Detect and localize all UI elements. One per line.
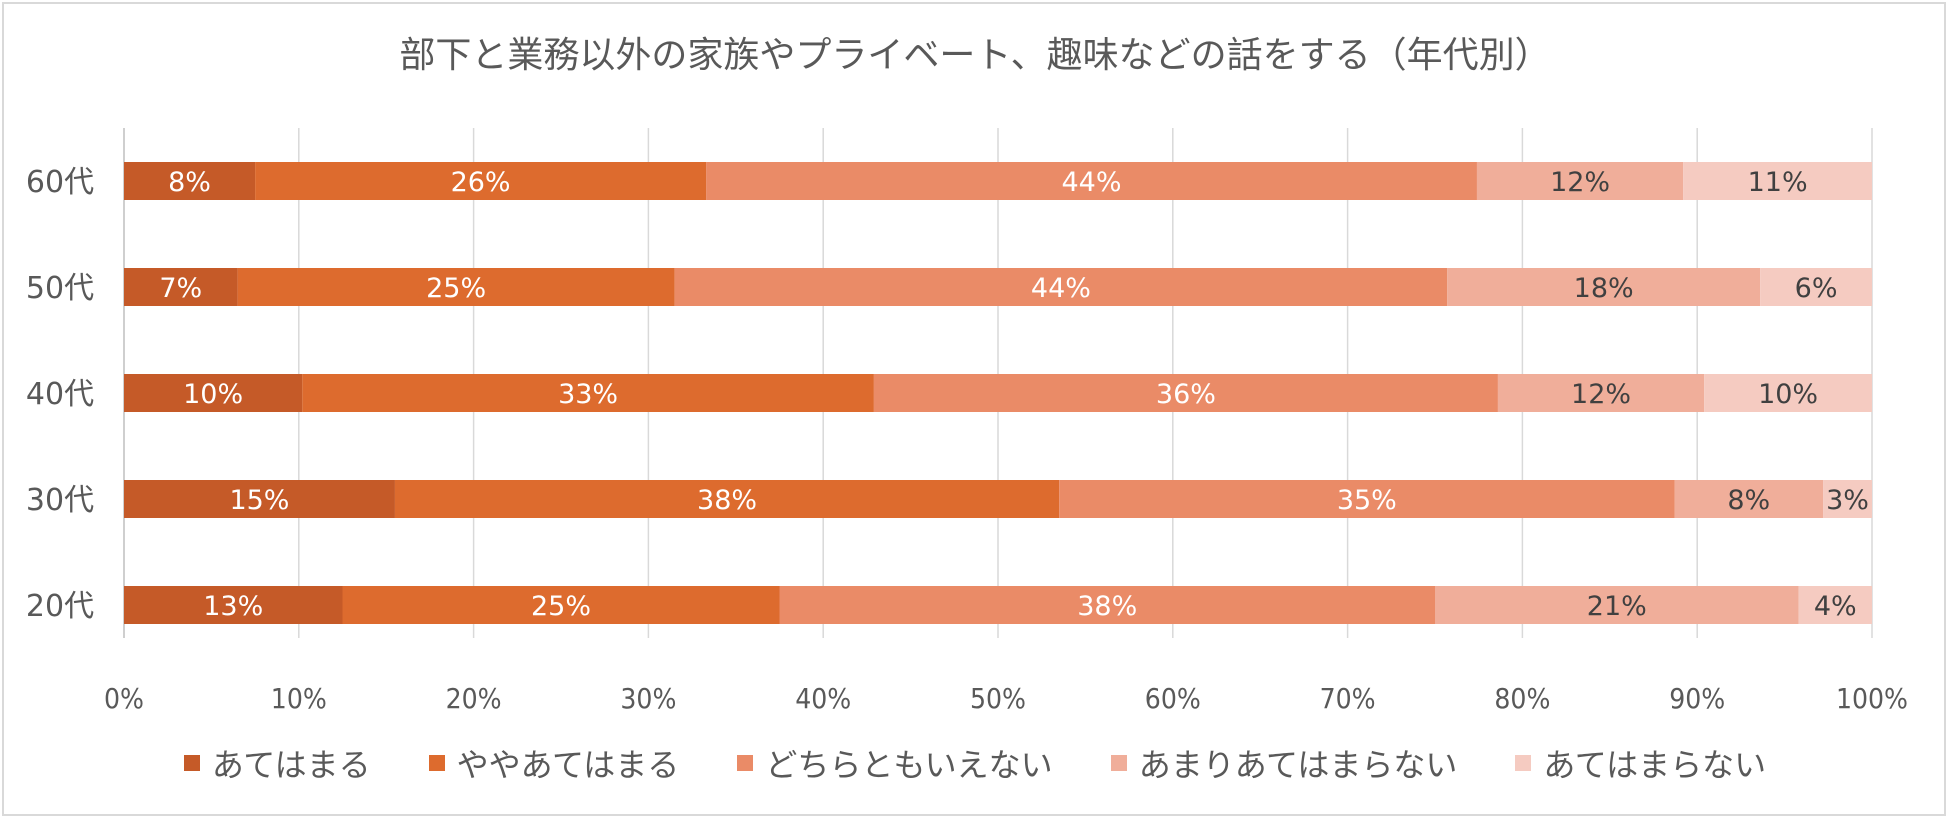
legend-item: ややあてはまる: [428, 740, 680, 786]
bar-segment: [1823, 480, 1872, 518]
data-label: 33%: [558, 379, 618, 410]
bar-segment: [124, 374, 303, 412]
legend-label: あまりあてはまらない: [1138, 746, 1458, 784]
legend-swatch: [737, 755, 754, 771]
category-label: 30代: [26, 483, 94, 518]
data-label: 38%: [697, 485, 757, 516]
data-label: 12%: [1571, 379, 1631, 410]
bar-segment: [255, 162, 707, 200]
legend-swatch: [1515, 755, 1532, 771]
bar-segment: [1704, 374, 1872, 412]
bar-segment: [779, 586, 1435, 624]
legend-label: あてはまる: [211, 746, 371, 784]
x-tick-label: 80%: [1494, 682, 1550, 715]
data-label: 12%: [1550, 167, 1610, 198]
data-label: 25%: [531, 591, 591, 622]
bar-segment: [124, 480, 395, 518]
category-label: 20代: [26, 589, 94, 624]
bar-segment: [1476, 162, 1684, 200]
bar-segment: [237, 268, 675, 306]
data-label: 38%: [1077, 591, 1137, 622]
data-label: 3%: [1826, 485, 1869, 516]
bar-segment: [674, 268, 1448, 306]
data-label: 21%: [1587, 591, 1647, 622]
legend-swatch: [428, 755, 445, 771]
chart-title: 部下と業務以外の家族やプライベート、趣味などの話をする（年代別）: [399, 35, 1551, 76]
x-tick-label: 40%: [795, 682, 851, 715]
legend-item: あてはまらない: [1515, 740, 1766, 786]
bar-segment: [394, 480, 1060, 518]
bar-segment: [342, 586, 780, 624]
chart-legend: あてはまる ややあてはまる どちらともいえない あまりあてはまらない あてはまらない: [0, 740, 1950, 786]
data-label: 7%: [159, 273, 202, 304]
data-label: 25%: [426, 273, 486, 304]
bar-segment: [706, 162, 1477, 200]
data-label: 11%: [1748, 167, 1808, 198]
data-label: 8%: [168, 167, 211, 198]
legend-swatch: [183, 755, 200, 771]
legend-label: どちらともいえない: [765, 746, 1053, 784]
category-label: 50代: [26, 271, 94, 306]
x-tick-label: 10%: [271, 682, 327, 715]
x-tick-label: 70%: [1320, 682, 1376, 715]
category-label: 60代: [26, 165, 94, 200]
legend-item: どちらともいえない: [737, 740, 1053, 786]
bar-segment: [873, 374, 1498, 412]
data-label: 8%: [1727, 485, 1770, 516]
bar-segment: [1674, 480, 1824, 518]
bar-segment: [302, 374, 874, 412]
bar-segment: [1497, 374, 1705, 412]
legend-label: ややあてはまる: [456, 746, 680, 784]
data-label: 10%: [1758, 379, 1818, 410]
x-tick-label: 0%: [104, 682, 144, 715]
data-label: 44%: [1031, 273, 1091, 304]
bar-segment: [1760, 268, 1872, 306]
x-tick-label: 90%: [1669, 682, 1725, 715]
data-label: 13%: [203, 591, 263, 622]
x-tick-label: 30%: [620, 682, 676, 715]
legend-item: あまりあてはまらない: [1110, 740, 1458, 786]
legend-item: あてはまる: [183, 740, 371, 786]
data-label: 10%: [183, 379, 243, 410]
x-tick-label: 60%: [1145, 682, 1201, 715]
data-label: 6%: [1795, 273, 1838, 304]
bar-segment: [1683, 162, 1872, 200]
bar-segment: [1447, 268, 1761, 306]
x-tick-label: 50%: [970, 682, 1026, 715]
data-label: 35%: [1337, 485, 1397, 516]
data-label: 26%: [451, 167, 511, 198]
data-label: 18%: [1574, 273, 1634, 304]
bar-segment: [124, 268, 238, 306]
data-label: 15%: [229, 485, 289, 516]
data-label: 36%: [1156, 379, 1216, 410]
bar-segment: [1059, 480, 1675, 518]
legend-label: あてはまらない: [1543, 746, 1767, 784]
data-label: 4%: [1814, 591, 1857, 622]
data-label: 44%: [1062, 167, 1122, 198]
category-label: 40代: [26, 377, 94, 412]
x-tick-label: 100%: [1836, 682, 1908, 715]
bar-segment: [1798, 586, 1872, 624]
bar-segment: [124, 162, 256, 200]
bar-segment: [124, 586, 343, 624]
x-tick-label: 20%: [446, 682, 502, 715]
bar-segment: [1435, 586, 1799, 624]
legend-swatch: [1110, 755, 1127, 771]
